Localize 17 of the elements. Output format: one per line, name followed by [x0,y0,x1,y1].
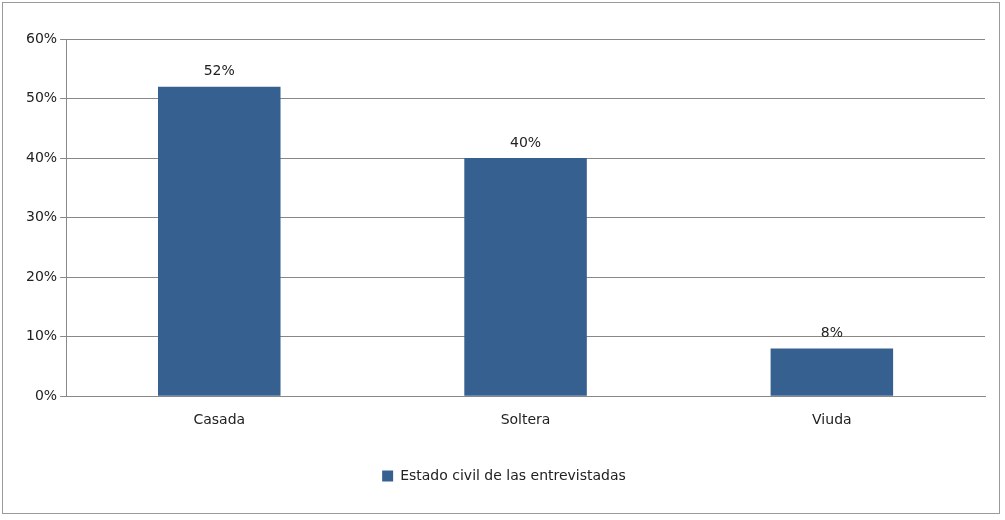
x-tick-label: Soltera [500,411,551,428]
y-tick-label: 10% [25,327,58,344]
y-tick-label: 40% [25,148,58,165]
y-tick-label: 0% [34,386,58,403]
y-tick-label: 20% [25,267,58,284]
bar [158,86,281,396]
x-tick-label: Viuda [812,411,852,428]
y-tick-label: 30% [25,208,58,225]
x-tick-label: Casada [193,411,246,428]
data-label: 8% [820,324,843,341]
y-tick-label: 60% [25,29,58,46]
legend-label: Estado civil de las entrevistadas [400,466,626,483]
data-label: 52% [203,62,235,79]
data-label: 40% [510,133,542,150]
bar [770,348,894,396]
y-tick-label: 50% [25,89,58,106]
bar [464,158,587,396]
